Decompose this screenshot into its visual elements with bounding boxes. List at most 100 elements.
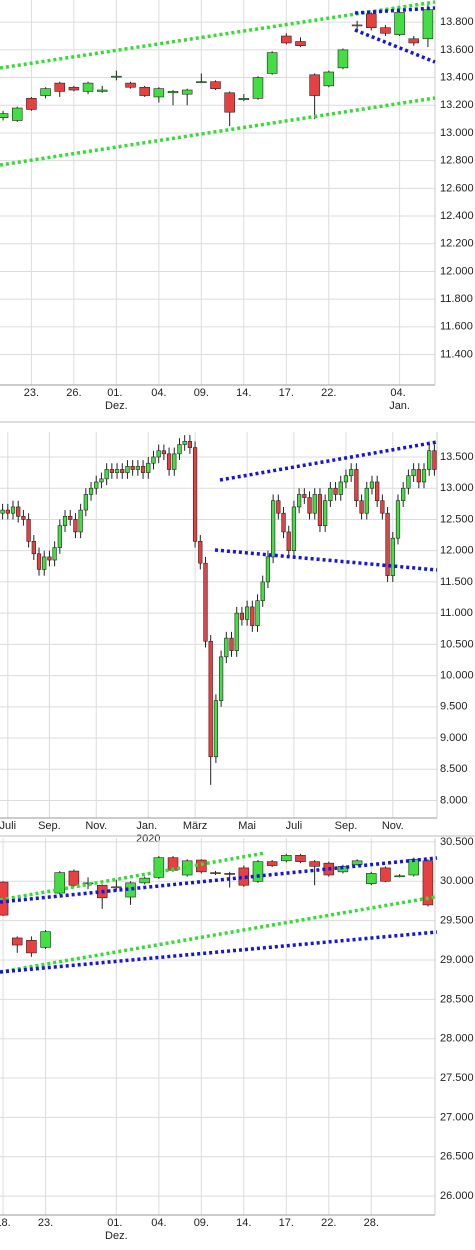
candle-body <box>208 640 213 758</box>
candle-body <box>82 882 94 885</box>
x-tick-label: 22. <box>321 1217 336 1229</box>
candle-body <box>302 494 307 498</box>
candle-body <box>104 469 109 480</box>
candle-body <box>26 98 37 110</box>
y-tick-label: 9.000 <box>440 732 468 744</box>
candle-body <box>375 481 380 502</box>
trend-line <box>0 851 266 902</box>
candle-body <box>198 541 203 564</box>
y-tick-label: 11.400 <box>440 348 473 360</box>
y-tick-label: 26.000 <box>440 1190 474 1202</box>
candle-body <box>82 82 94 92</box>
x-tick-label: 17. <box>279 387 294 399</box>
candle-body <box>323 71 335 87</box>
candle-body <box>31 541 36 555</box>
candle-body <box>351 860 363 866</box>
trend-line <box>0 895 436 974</box>
candle-body <box>291 506 297 551</box>
x-tick-label: 14. <box>236 1217 251 1229</box>
y-tick-label: 11.600 <box>440 321 473 333</box>
candle-body <box>111 886 122 889</box>
candle-body <box>54 872 65 894</box>
candle-body <box>0 113 9 119</box>
candle-body <box>238 98 250 101</box>
candle-body <box>252 77 264 99</box>
candle-body <box>432 450 437 470</box>
candle-body <box>286 531 291 551</box>
x-tick-label: 23. <box>38 1217 53 1229</box>
candle-body <box>354 469 359 502</box>
candle-body <box>94 481 99 489</box>
x-tick-label: 17. <box>279 1217 294 1229</box>
candle-body <box>40 931 51 948</box>
y-tick-label: 29.500 <box>440 915 474 927</box>
y-tick-label: 30.500 <box>440 836 474 848</box>
candle-body <box>73 519 78 533</box>
candle-body <box>380 867 391 882</box>
candle-body <box>181 860 193 876</box>
candle-body <box>192 447 198 542</box>
y-tick-label: 27.000 <box>440 1111 474 1123</box>
y-tick-label: 10.000 <box>440 669 474 681</box>
x-tick-label: 04. Jan. <box>389 387 410 412</box>
candle-body <box>250 606 255 626</box>
candle-body <box>276 500 281 514</box>
x-tick-label: Juli <box>286 820 303 832</box>
candle-body <box>114 469 120 473</box>
candle-body <box>68 516 73 520</box>
candle-body <box>96 89 108 92</box>
candle-body <box>380 500 385 514</box>
candle-body <box>21 516 26 520</box>
candle-body <box>349 469 354 477</box>
candle-body <box>343 475 349 483</box>
x-tick-label: 04. <box>151 387 166 399</box>
y-tick-label: 12.000 <box>440 545 474 557</box>
candle-body <box>177 444 182 455</box>
candle-body <box>5 509 10 514</box>
candle-body <box>78 509 83 533</box>
y-tick-label: 30.000 <box>440 875 474 887</box>
x-tick-label: 28. <box>364 1217 379 1229</box>
candle-body <box>394 12 405 35</box>
y-tick-label: 13.000 <box>440 127 474 139</box>
candle-body <box>395 500 401 539</box>
candle-body <box>366 873 377 884</box>
candle-body <box>109 469 114 473</box>
y-tick-label: 29.000 <box>440 954 474 966</box>
candle-body <box>421 469 427 483</box>
y-tick-label: 13.000 <box>440 482 474 494</box>
candle-body <box>203 562 208 642</box>
candle-body <box>99 478 104 483</box>
candle-body <box>167 91 179 94</box>
x-tick-label: Sep. <box>335 820 358 832</box>
candle-body <box>111 75 122 78</box>
trend-line <box>219 440 438 482</box>
y-tick-label: 12.500 <box>440 513 474 525</box>
candle-body <box>139 86 150 96</box>
candle-body <box>182 441 187 445</box>
candle-body <box>427 450 432 470</box>
candle-body <box>210 81 221 89</box>
y-tick-label: 12.200 <box>440 238 474 250</box>
candle-body <box>337 49 349 69</box>
candle-body <box>224 92 235 113</box>
candle-body <box>271 500 276 558</box>
candle-body <box>57 525 62 548</box>
y-tick-label: 8.500 <box>440 763 468 775</box>
candle-body <box>281 855 292 862</box>
candle-body <box>265 556 271 583</box>
candle-body <box>380 27 391 34</box>
candle-body <box>83 494 88 511</box>
candle-body <box>161 450 166 455</box>
y-tick-label: 12.600 <box>440 182 474 194</box>
candle-body <box>351 24 363 27</box>
trend-line <box>214 548 438 572</box>
candle-body <box>359 500 364 514</box>
candle-body <box>364 487 369 514</box>
y-tick-label: 28.500 <box>440 993 474 1005</box>
candle-body <box>394 875 405 878</box>
x-tick-label: Mai <box>238 820 256 832</box>
candle-body <box>297 494 302 508</box>
